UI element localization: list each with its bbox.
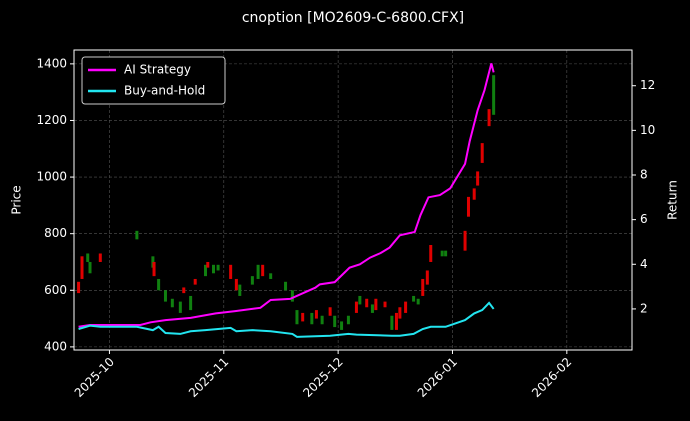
candle-body — [314, 310, 318, 319]
candle-body — [88, 261, 92, 274]
candle-body — [189, 295, 193, 311]
candle-body — [358, 295, 362, 305]
candle-body — [182, 287, 186, 294]
y-tick-label: 1400 — [36, 56, 67, 70]
candle-body — [98, 253, 102, 262]
candle-body — [463, 230, 467, 251]
candle-body — [429, 245, 433, 262]
y2-tick-label: 8 — [640, 168, 648, 182]
candle-body — [416, 298, 420, 305]
chart-title: cnoption [MO2609-C-6800.CFX] — [242, 10, 464, 26]
y2-axis-label: Return — [666, 180, 680, 220]
candle-body — [212, 264, 215, 274]
candle-body — [80, 256, 84, 279]
candle-body — [301, 312, 305, 322]
y2-tick-label: 2 — [640, 301, 648, 315]
candle-body — [229, 264, 233, 279]
y-tick-label: 400 — [44, 339, 67, 353]
candle-body — [86, 253, 90, 262]
candle-body — [135, 230, 139, 240]
candle-body — [492, 75, 496, 115]
candle-body — [394, 312, 398, 330]
candle-body — [398, 307, 402, 319]
candle-body — [77, 281, 81, 294]
candle-body — [170, 298, 174, 308]
candle-body — [216, 264, 220, 271]
y-tick-label: 800 — [44, 226, 67, 240]
line-series — [78, 301, 495, 338]
candle-body — [328, 307, 332, 316]
y-axis-label: Price — [10, 185, 24, 214]
candle-body — [383, 301, 387, 308]
candle-body — [152, 261, 156, 277]
candle-body — [234, 278, 238, 291]
candle-body — [404, 301, 408, 313]
candle-body — [390, 315, 394, 330]
y2-tick-label: 6 — [640, 212, 648, 226]
y2-tick-label: 10 — [640, 123, 655, 137]
candle-body — [480, 143, 484, 163]
candle-body — [151, 256, 155, 268]
x-tick-label: 2025-11 — [186, 355, 231, 400]
candle-body — [320, 315, 324, 325]
candle-body — [261, 264, 265, 277]
candle-body — [370, 304, 374, 313]
candle-body — [340, 321, 344, 330]
candle-body — [425, 270, 429, 285]
x-tick-label: 2026-02 — [529, 355, 574, 400]
candle-body — [256, 264, 260, 279]
candle-body — [310, 312, 314, 325]
candle-body — [269, 273, 273, 279]
y2-tick-label: 4 — [640, 257, 648, 271]
y2-tick-label: 12 — [640, 78, 655, 92]
line-series — [78, 63, 495, 328]
candle-body — [444, 250, 448, 257]
candle-body — [193, 278, 197, 285]
candle-body — [206, 261, 210, 268]
candle-body — [163, 290, 167, 302]
x-tick-label: 2026-01 — [415, 355, 460, 400]
candle-body — [354, 301, 358, 313]
candle-body — [374, 298, 378, 311]
x-tick-label: 2025-10 — [72, 355, 117, 400]
candle-body — [157, 278, 161, 291]
candle-body — [440, 250, 444, 257]
legend-label: AI Strategy — [124, 63, 191, 77]
candle-body — [295, 310, 299, 325]
y-tick-label: 1200 — [36, 113, 67, 127]
candle-body — [178, 301, 182, 313]
candle-body — [466, 196, 470, 217]
candle-body — [238, 284, 242, 296]
candle-body — [476, 171, 480, 186]
y-tick-label: 600 — [44, 283, 67, 297]
candle-body — [346, 315, 350, 325]
y-tick-label: 1000 — [36, 170, 67, 184]
candle-body — [290, 290, 294, 302]
candle-body — [333, 315, 337, 328]
plot-frame — [73, 49, 633, 351]
candle-body — [421, 278, 425, 296]
candle-body — [365, 298, 369, 308]
candle-body — [472, 188, 476, 200]
candle-body — [284, 281, 288, 291]
legend-box — [81, 56, 226, 105]
candle-body — [487, 109, 491, 127]
x-tick-label: 2025-12 — [300, 355, 345, 400]
candle-body — [250, 276, 254, 285]
candle-body — [203, 264, 207, 277]
legend-label: Buy-and-Hold — [124, 84, 205, 98]
candle-body — [412, 295, 416, 302]
